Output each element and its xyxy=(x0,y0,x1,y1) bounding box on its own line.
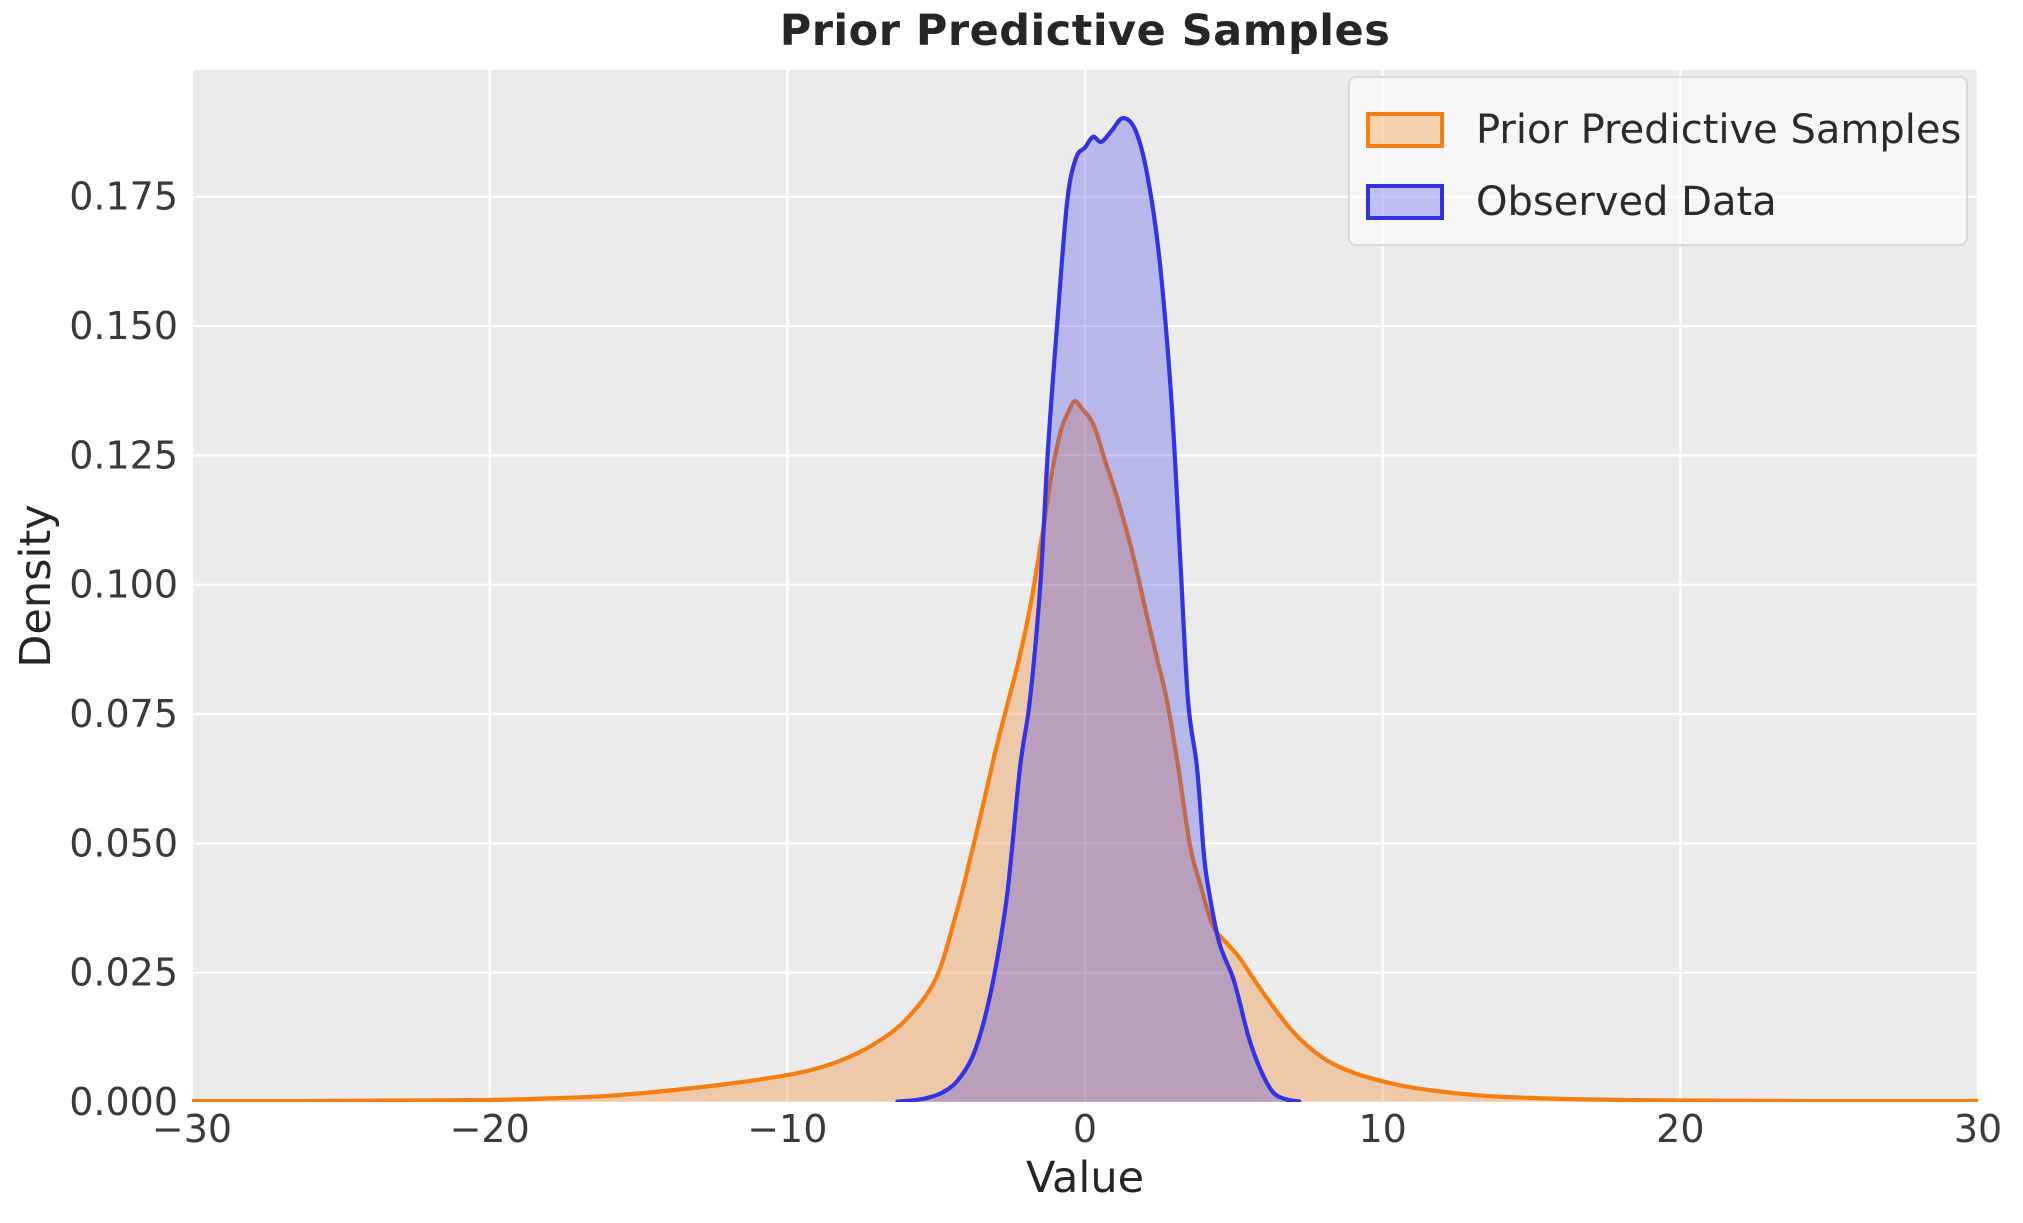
density-area-1 xyxy=(897,118,1300,1102)
legend: Prior Predictive Samples Observed Data xyxy=(1348,76,1968,246)
density-area-0 xyxy=(192,401,1978,1102)
x-tick-label: 20 xyxy=(1656,1107,1704,1151)
legend-item-prior-predictive-samples: Prior Predictive Samples xyxy=(1366,94,1961,166)
x-axis-label: Value xyxy=(1025,1153,1145,1203)
y-tick-label: 0.150 xyxy=(69,304,178,348)
legend-label-observed-data: Observed Data xyxy=(1476,179,1777,225)
y-tick-label: 0.050 xyxy=(69,821,178,865)
legend-swatch-observed-data xyxy=(1366,184,1444,220)
x-tick-label: −30 xyxy=(152,1107,232,1151)
density-line-0 xyxy=(192,398,1978,1102)
legend-label-prior-predictive: Prior Predictive Samples xyxy=(1476,107,1962,153)
x-tick-label: −20 xyxy=(450,1107,530,1151)
y-axis-label: Density xyxy=(11,504,61,668)
y-tick-label: 0.075 xyxy=(69,692,178,736)
x-tick-label: 10 xyxy=(1358,1107,1406,1151)
y-tick-label: 0.175 xyxy=(69,175,178,219)
legend-swatch-prior-predictive xyxy=(1366,112,1444,148)
y-tick-label: 0.125 xyxy=(69,433,178,477)
x-tick-label: 30 xyxy=(1954,1107,2002,1151)
y-tick-label: 0.025 xyxy=(69,951,178,995)
legend-item-observed-data: Observed Data xyxy=(1366,166,1948,238)
x-tick-label: 0 xyxy=(1073,1107,1097,1151)
density-line-1 xyxy=(895,116,1302,1102)
y-tick-label: 0.100 xyxy=(69,563,178,607)
y-tick-label: 0.000 xyxy=(69,1080,178,1124)
x-tick-label: −10 xyxy=(747,1107,827,1151)
page-title: Prior Predictive Samples xyxy=(779,6,1391,56)
